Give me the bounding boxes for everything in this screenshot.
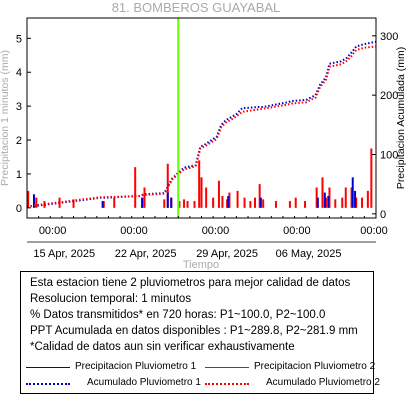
info-note-data-transmitted: % Datos transmitidos* en 720 horas: P1~1… <box>30 309 326 321</box>
bars-layer <box>27 148 373 208</box>
left-axis-tick-label: 0 <box>16 203 22 215</box>
bar-precipitacion-pluviometro-2 <box>324 197 327 208</box>
x-axis-time-label: 00:00 <box>360 225 388 237</box>
bar-precipitacion-pluviometro-1 <box>101 201 104 208</box>
bar-precipitacion-pluviometro-2 <box>212 197 215 208</box>
bar-precipitacion-pluviometro-2 <box>243 197 246 208</box>
bar-precipitacion-pluviometro-1 <box>323 192 326 208</box>
bar-precipitacion-pluviometro-1 <box>170 197 173 208</box>
bar-precipitacion-pluviometro-2 <box>134 167 137 208</box>
bar-precipitacion-pluviometro-2 <box>321 177 324 208</box>
x-axis-time-label: 00:00 <box>39 225 67 237</box>
bar-precipitacion-pluviometro-2 <box>178 201 181 208</box>
legend-label-p2: Precipitacion Pluviometro 2 <box>254 361 376 372</box>
x-axis-label: Tiempo <box>183 259 219 270</box>
right-axis-tick-label: 300 <box>380 31 398 43</box>
info-note-resolution: Resolucion temporal: 1 minutos <box>30 293 192 305</box>
left-axis-tick-label: 5 <box>16 33 22 45</box>
left-axis-tick-label: 2 <box>16 135 22 147</box>
bar-precipitacion-pluviometro-2 <box>113 197 116 208</box>
bar-precipitacion-pluviometro-2 <box>366 190 369 208</box>
right-axis-tick-label: 0 <box>380 209 386 221</box>
legend-swatch-p1 <box>26 367 70 368</box>
bar-precipitacion-pluviometro-1 <box>316 197 319 208</box>
right-axis-label: Precipitacion Acumulada (mm) <box>395 47 407 189</box>
bar-precipitacion-pluviometro-2 <box>35 197 38 208</box>
legend-swatch-p2 <box>205 367 249 368</box>
bar-precipitacion-pluviometro-2 <box>27 190 30 208</box>
bar-precipitacion-pluviometro-1 <box>32 194 35 208</box>
bar-precipitacion-pluviometro-2 <box>328 187 331 208</box>
bar-precipitacion-pluviometro-2 <box>143 187 146 208</box>
x-axis-date-label: 29 Apr, 2025 <box>196 248 258 260</box>
bar-precipitacion-pluviometro-1 <box>351 177 354 208</box>
bar-precipitacion-pluviometro-1 <box>227 195 230 208</box>
bar-precipitacion-pluviometro-2 <box>72 199 75 208</box>
accumulated-lines-layer <box>26 40 377 208</box>
bar-precipitacion-pluviometro-2 <box>163 199 166 208</box>
right-axis-tick-label: 100 <box>380 149 398 161</box>
x-axis-date-label: 22 Apr, 2025 <box>115 248 177 260</box>
bar-precipitacion-pluviometro-2 <box>258 184 261 208</box>
bar-precipitacion-pluviometro-2 <box>228 192 231 208</box>
legend-label-p1: Precipitacion Pluviometro 1 <box>75 361 197 372</box>
bar-precipitacion-pluviometro-2 <box>236 190 239 208</box>
legend-label-a1: Acumulado Pluviometro 1 <box>87 377 201 388</box>
line-acumulado-pluviometro-1 <box>27 40 377 208</box>
bar-precipitacion-pluviometro-2 <box>344 187 347 208</box>
bar-precipitacion-pluviometro-2 <box>226 199 229 208</box>
chart-title: 81. BOMBEROS GUAYABAL <box>112 0 281 15</box>
bar-precipitacion-pluviometro-2 <box>294 197 297 208</box>
right-axis-tick-label: 200 <box>380 90 398 102</box>
bar-precipitacion-pluviometro-2 <box>102 201 105 208</box>
x-axis-time-label: 00:00 <box>283 225 311 237</box>
info-panel: Esta estacion tiene 2 pluviometros para … <box>20 271 380 394</box>
bar-precipitacion-pluviometro-1 <box>166 192 169 208</box>
bar-precipitacion-pluviometro-2 <box>186 201 189 208</box>
bar-precipitacion-pluviometro-2 <box>350 187 353 208</box>
info-note-quality: *Calidad de datos aun sin verificar exha… <box>30 341 295 353</box>
bar-precipitacion-pluviometro-2 <box>254 197 257 208</box>
bar-precipitacion-pluviometro-2 <box>370 148 373 208</box>
left-axis-tick-label: 3 <box>16 101 22 113</box>
bar-precipitacion-pluviometro-2 <box>355 197 358 208</box>
left-axis-label: Precipitacion 1 minutos (mm) <box>0 50 11 186</box>
x-axis-date-label: 06 May, 2025 <box>276 248 342 260</box>
bar-precipitacion-pluviometro-2 <box>221 195 224 208</box>
bar-precipitacion-pluviometro-2 <box>183 199 186 208</box>
x-axis-time-label: 00:00 <box>202 225 230 237</box>
bar-precipitacion-pluviometro-1 <box>354 190 357 208</box>
bar-precipitacion-pluviometro-2 <box>193 201 196 208</box>
legend-label-a2: Acumulado Pluviometro 2 <box>266 377 380 388</box>
x-axis-date-label: 15 Apr, 2025 <box>33 248 95 260</box>
bar-precipitacion-pluviometro-1 <box>327 195 330 208</box>
bar-precipitacion-pluviometro-2 <box>166 163 169 208</box>
bar-precipitacion-pluviometro-2 <box>334 199 337 208</box>
bar-precipitacion-pluviometro-2 <box>262 199 265 208</box>
axes-layer: 0 1 2 3 4 5 0 100 200 300 00:00 00:00 00:00 00:00 00:0… <box>16 31 398 260</box>
bar-precipitacion-pluviometro-2 <box>205 187 208 208</box>
left-axis-tick-label: 1 <box>16 169 22 181</box>
bar-precipitacion-pluviometro-2 <box>200 177 203 208</box>
bar-precipitacion-pluviometro-2 <box>361 197 364 208</box>
info-note-accumulated: PPT Acumulada en datos disponibles : P1~… <box>30 325 358 337</box>
x-axis-time-label: 00:00 <box>120 225 148 237</box>
bar-precipitacion-pluviometro-2 <box>288 201 291 208</box>
bar-precipitacion-pluviometro-2 <box>304 201 307 208</box>
legend-swatch-a2 <box>205 383 249 385</box>
precipitation-chart: 81. BOMBEROS GUAYABAL 0 1 2 3 4 5 0 100 200 300 00… <box>0 0 407 270</box>
legend-swatch-a1 <box>26 383 70 385</box>
bar-precipitacion-pluviometro-2 <box>341 197 344 208</box>
bar-precipitacion-pluviometro-2 <box>198 160 201 208</box>
bar-precipitacion-pluviometro-1 <box>141 197 144 208</box>
bar-precipitacion-pluviometro-2 <box>217 180 220 208</box>
bar-precipitacion-pluviometro-2 <box>315 187 318 208</box>
bar-precipitacion-pluviometro-2 <box>249 201 252 208</box>
info-note-stations: Esta estacion tiene 2 pluviometros para … <box>30 277 351 289</box>
bar-precipitacion-pluviometro-2 <box>274 201 277 208</box>
bar-precipitacion-pluviometro-1 <box>259 197 262 208</box>
left-axis-tick-label: 4 <box>16 67 22 79</box>
